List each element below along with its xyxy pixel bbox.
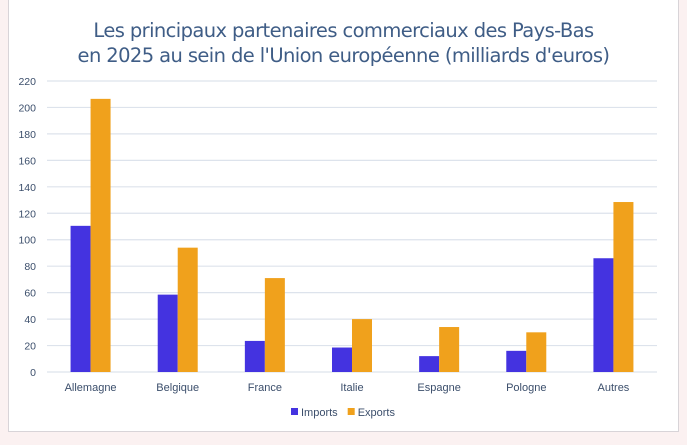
bar-imports [419,356,440,372]
legend-label-exports: Exports [358,407,396,419]
x-category-label: France [248,382,282,394]
chart-title: Les principaux partenaires commerciaux d… [0,18,687,68]
x-category-label: Pologne [506,382,546,394]
chart-title-line-2: en 2025 au sein de l'Union européenne (m… [77,44,610,67]
legend-swatch-imports [291,408,298,415]
bar-imports [332,347,352,372]
bar-exports [90,98,111,373]
bar-exports [526,332,547,372]
chart-title-line-1: Les principaux partenaires commerciaux d… [93,19,594,42]
legend-swatch-exports [347,408,355,415]
bar-exports [439,327,460,372]
x-category-label: Espagne [417,382,460,394]
bar-exports [264,278,285,372]
y-tick-label: 40 [24,314,36,326]
bar-exports [352,319,372,372]
bar-imports [157,294,178,372]
y-tick-label: 160 [18,155,36,167]
y-tick-label: 100 [18,235,36,247]
bar-imports [244,340,265,372]
y-tick-label: 0 [30,367,36,379]
y-tick-label: 120 [18,208,36,220]
x-category-label: Italie [340,382,363,394]
bar-imports [593,258,614,372]
y-tick-label: 220 [18,76,36,88]
y-tick-label: 180 [18,129,36,141]
bar-imports [70,225,91,372]
x-category-label: Belgique [156,382,199,394]
y-tick-label: 140 [18,182,36,194]
y-tick-label: 80 [24,261,36,273]
bar-exports [177,247,198,372]
x-category-label: Allemagne [65,382,117,394]
y-tick-label: 20 [24,341,36,353]
bar-exports [613,202,634,372]
bar-imports [506,350,527,372]
x-category-label: Autres [598,382,630,394]
legend-label-imports: Imports [301,407,338,419]
y-tick-label: 60 [24,288,36,300]
y-tick-label: 200 [18,102,36,114]
